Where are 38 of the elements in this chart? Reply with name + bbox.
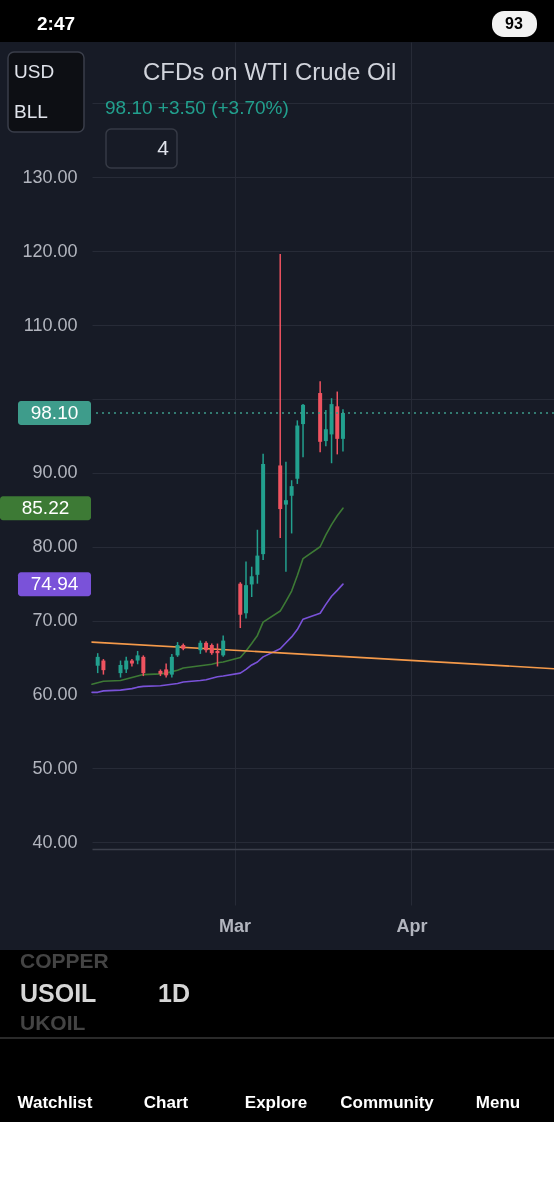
- candlestick: [323, 409, 328, 447]
- text: USOIL: [20, 979, 97, 1007]
- candlestick: [301, 403, 306, 459]
- text: 2:47: [36, 13, 76, 34]
- y-tick-label: 70.00: [32, 610, 78, 631]
- y-tick-label: 80.00: [32, 536, 78, 557]
- candlestick: [289, 479, 294, 535]
- text: Menu: [475, 1093, 521, 1112]
- ref-line-label: 98.10: [30, 401, 79, 423]
- annotation: 4: [157, 136, 170, 159]
- text: USD: [14, 61, 55, 82]
- text: CFDs on WTI Crude Oil: [143, 58, 397, 85]
- text: Watchlist: [17, 1093, 93, 1112]
- x-tick-label: Apr: [396, 915, 428, 936]
- y-tick-label: 40.00: [32, 831, 78, 852]
- candlestick: [141, 654, 146, 677]
- text: 93: [505, 15, 523, 32]
- y-tick-label: 50.00: [32, 757, 78, 778]
- text: Community: [340, 1093, 435, 1112]
- text: 1D: [158, 979, 190, 1007]
- candlestick: [169, 653, 174, 679]
- y-tick-label: 60.00: [32, 684, 78, 705]
- y-tick-label: 130.00: [22, 166, 78, 187]
- candlestick: [255, 529, 260, 585]
- x-tick-label: Mar: [219, 915, 252, 936]
- text: UKOIL: [20, 1011, 86, 1034]
- text: Chart: [143, 1093, 189, 1112]
- candlestick: [283, 461, 288, 573]
- y-tick-label: 120.00: [22, 240, 78, 261]
- text: 98.10 +3.50 (+3.70%): [105, 97, 289, 118]
- text: COPPER: [20, 949, 109, 972]
- y-tick-label: 90.00: [32, 462, 78, 483]
- text: 74.94: [30, 573, 79, 595]
- y-tick-label: 110.00: [23, 314, 78, 335]
- text: Explore: [244, 1093, 308, 1112]
- text: BLL: [14, 101, 48, 122]
- candlestick: [95, 652, 100, 674]
- text: 85.22: [21, 497, 70, 519]
